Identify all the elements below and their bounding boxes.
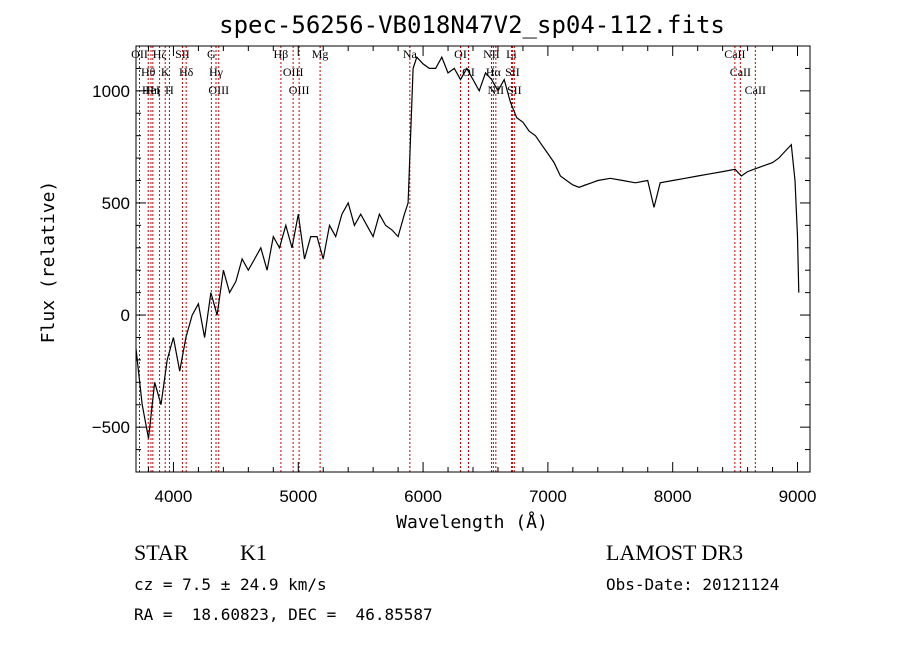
emission-line-label: OIII <box>208 83 229 97</box>
emission-line-label: CaII <box>745 83 766 97</box>
x-tick-label: 9000 <box>779 487 817 506</box>
emission-line-label: Hζ <box>153 47 167 61</box>
emission-line-label: Li <box>506 47 517 61</box>
coordinates-text: RA = 18.60823, DEC = 46.85587 <box>134 605 433 624</box>
emission-line-label: SII <box>175 47 190 61</box>
emission-line-label: HeI <box>142 83 160 97</box>
y-axis-label: Flux (relative) <box>38 181 59 344</box>
spectrum-series-line <box>135 55 800 439</box>
emission-line-label: Hη <box>145 83 160 97</box>
emission-line-label: Mg <box>312 47 329 61</box>
emission-line-label: CaII <box>724 47 745 61</box>
x-axis-label: Wavelength (Å) <box>396 511 548 533</box>
emission-line-label: Hβ <box>274 47 289 61</box>
plot-frame <box>135 45 811 473</box>
emission-line-label: OIII <box>289 83 310 97</box>
emission-line-label: H <box>165 83 174 97</box>
emission-line-label: OI <box>454 47 467 61</box>
emission-line-label: Hγ <box>209 65 224 79</box>
emission-line-label: SII <box>505 65 520 79</box>
emission-line-label: OII <box>131 47 148 61</box>
y-axis-ticks: −500 0 500 1000 <box>92 67 810 451</box>
y-tick-label: 0 <box>121 306 130 325</box>
x-axis-ticks: 4000 5000 6000 7000 8000 9000 <box>147 46 817 506</box>
x-tick-label: 8000 <box>654 487 692 506</box>
x-tick-label: 7000 <box>529 487 567 506</box>
survey-name: LAMOST DR3 <box>606 540 743 565</box>
emission-line-label: K <box>161 65 170 79</box>
object-class: STAR <box>134 540 189 565</box>
emission-line-label: Hα <box>486 65 502 79</box>
emission-line-label: CaII <box>730 65 751 79</box>
emission-line-label: SII <box>507 83 522 97</box>
obs-date: Obs-Date: 20121124 <box>606 575 779 594</box>
redshift-text: cz = 7.5 ± 24.9 km/s <box>134 575 327 594</box>
emission-line-label: Hθ <box>141 65 156 79</box>
x-tick-label: 6000 <box>404 487 442 506</box>
x-tick-label: 5000 <box>279 487 317 506</box>
emission-line-label: OIII <box>283 65 304 79</box>
object-subclass: K1 <box>240 540 267 565</box>
emission-line-label: Na <box>403 47 418 61</box>
y-tick-label: 1000 <box>92 82 130 101</box>
emission-line-label: G <box>207 47 216 61</box>
chart-title: spec-56256-VB018N47V2_sp04-112.fits <box>219 11 725 39</box>
y-tick-label: −500 <box>92 418 130 437</box>
x-tick-label: 4000 <box>155 487 193 506</box>
y-tick-label: 500 <box>102 194 130 213</box>
emission-line-label: Hδ <box>179 65 194 79</box>
emission-line-label: NII <box>483 47 500 61</box>
emission-line-markers <box>138 46 756 472</box>
